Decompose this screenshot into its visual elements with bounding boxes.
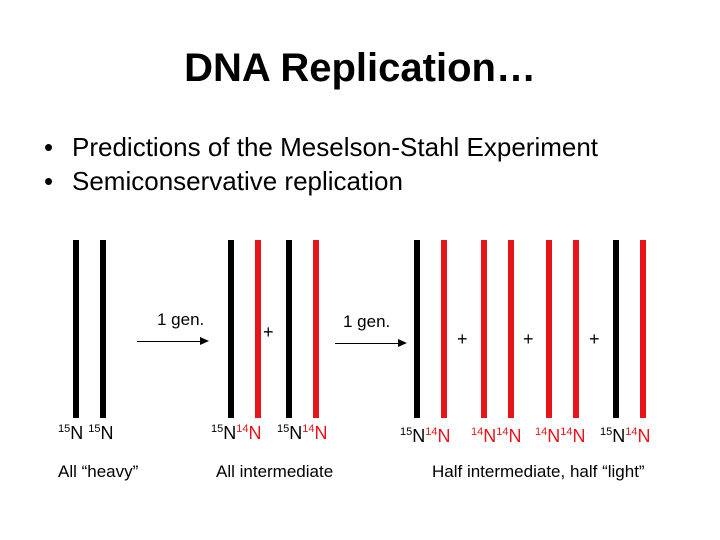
dna-strand — [640, 240, 646, 418]
bullet-text: Predictions of the Meselson-Stahl Experi… — [72, 132, 599, 162]
dna-strand — [481, 240, 487, 418]
dna-strand — [313, 240, 319, 418]
bullet-dot: • — [44, 132, 54, 162]
isotope-label: 15N14N — [400, 426, 451, 446]
bullet-dot: • — [44, 166, 54, 196]
dna-strand — [228, 240, 234, 418]
isotope-label: 15N 15N — [58, 423, 114, 443]
plus-sign: + — [263, 322, 274, 342]
dna-strand — [73, 240, 79, 418]
generation-label: 1 gen. — [157, 310, 205, 329]
plus-sign: + — [589, 329, 600, 349]
dna-strand — [255, 240, 261, 418]
caption-heavy: All “heavy” — [58, 462, 139, 481]
dna-strand — [613, 240, 619, 418]
slide-title: DNA Replication… — [184, 46, 536, 90]
bullet-list: • Predictions of the Meselson-Stahl Exper… — [44, 130, 598, 198]
plus-sign: + — [523, 329, 534, 349]
dna-strand — [508, 240, 514, 418]
caption-half: Half intermediate, half “light” — [432, 462, 645, 481]
dna-strand — [573, 240, 579, 418]
bullet-item: • Predictions of the Meselson-Stahl Exper… — [44, 130, 598, 164]
dna-strand — [414, 240, 420, 418]
dna-strand — [286, 240, 292, 418]
arrow-right-icon — [137, 337, 209, 345]
isotope-label: 14N14N — [535, 426, 586, 446]
isotope-label: 15N14N — [211, 423, 262, 443]
generation-label: 1 gen. — [343, 312, 391, 331]
caption-intermediate: All intermediate — [216, 462, 334, 481]
isotope-label: 15N14N — [600, 426, 651, 446]
plus-sign: + — [457, 329, 468, 349]
bullet-text: Semiconservative replication — [72, 166, 403, 196]
dna-strand — [546, 240, 552, 418]
bullet-item: • Semiconservative replication — [44, 164, 598, 198]
arrow-right-icon — [335, 339, 407, 347]
dna-strand — [441, 240, 447, 418]
dna-strand — [100, 240, 106, 418]
isotope-label: 15N14N — [277, 423, 328, 443]
isotope-label: 14N14N — [471, 426, 522, 446]
